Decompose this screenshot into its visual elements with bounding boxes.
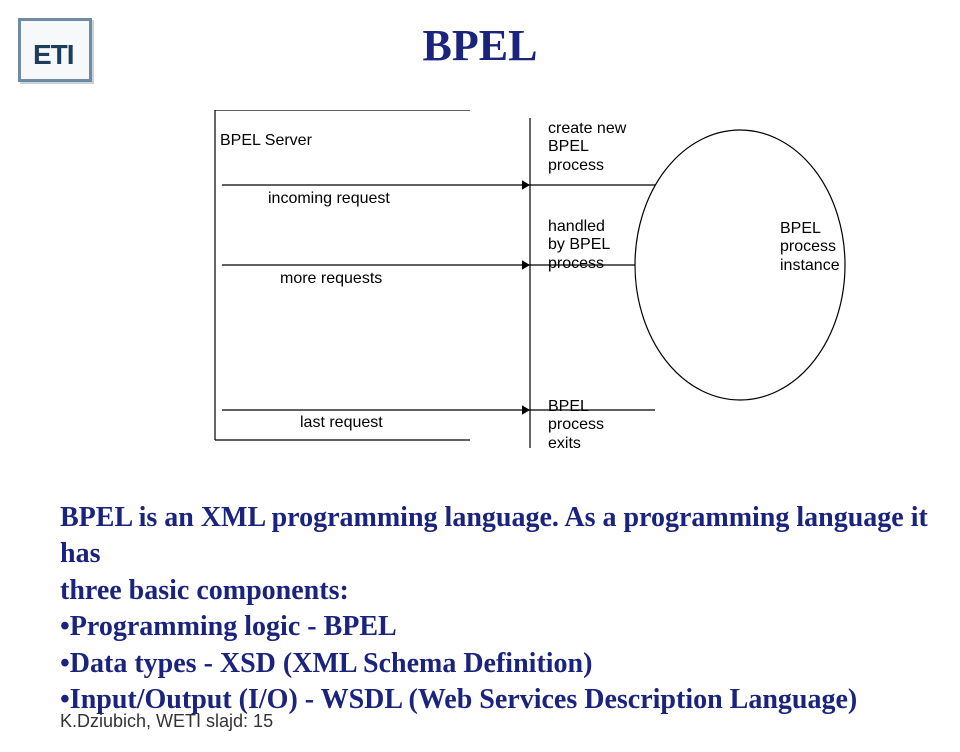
- slide: ETI BPEL BPEL Server incoming request mo…: [0, 0, 960, 752]
- label-last-request: last request: [300, 414, 460, 432]
- label-create-new: create newBPELprocess: [548, 120, 658, 175]
- label-instance: BPELprocessinstance: [780, 220, 890, 275]
- page-title: BPEL: [0, 20, 960, 71]
- body-line-2: three basic components:: [60, 573, 940, 609]
- body-bullet-1: •Programming logic - BPEL: [60, 609, 940, 645]
- bpel-diagram: BPEL Server incoming request more reques…: [160, 110, 890, 470]
- slide-footer: K.Dziubich, WETI slajd: 15: [60, 711, 273, 732]
- diagram-svg: [160, 110, 890, 470]
- body-line-1: BPEL is an XML programming language. As …: [60, 500, 940, 573]
- label-process-exits: BPELprocessexits: [548, 398, 658, 453]
- label-more-requests: more requests: [280, 270, 460, 288]
- label-handled-by: handledby BPELprocess: [548, 218, 658, 273]
- label-incoming: incoming request: [268, 190, 448, 208]
- body-text: BPEL is an XML programming language. As …: [60, 500, 940, 718]
- body-bullet-2: •Data types - XSD (XML Schema Definition…: [60, 646, 940, 682]
- label-bpel-server: BPEL Server: [220, 132, 350, 150]
